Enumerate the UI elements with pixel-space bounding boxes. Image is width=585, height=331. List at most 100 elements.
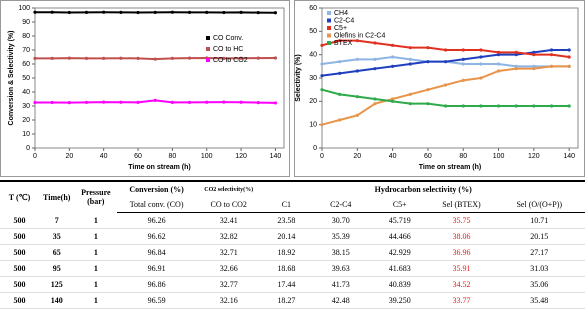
table-cell: Total conv. (CO)	[117, 197, 197, 213]
y-tick-label: 50	[22, 75, 30, 82]
data-point	[373, 102, 377, 106]
table-cell: 20.15	[493, 228, 585, 245]
data-point	[256, 56, 260, 60]
x-axis-label: Time on stream (h)	[128, 164, 191, 171]
data-point	[239, 56, 243, 60]
data-point	[514, 50, 518, 54]
legend-label: C5+	[334, 25, 347, 32]
x-tick-label: 20	[65, 153, 73, 160]
x-tick-label: 100	[201, 153, 213, 160]
data-point	[479, 48, 483, 52]
legend-label: Olefins in C2-C4	[334, 32, 385, 39]
data-point	[67, 10, 71, 15]
data-point	[391, 55, 395, 59]
table-cell: T (℃)	[0, 180, 40, 213]
data-point	[222, 100, 226, 104]
table-cell: 27.17	[493, 244, 585, 261]
data-point	[532, 67, 536, 71]
table-row: 500 7 1 96.26 32.41 23.58 30.70 45.719 35.75 10.7…	[0, 212, 585, 229]
data-point	[443, 48, 448, 52]
x-tick-label: 40	[389, 153, 397, 160]
data-point	[391, 97, 395, 101]
table-cell: 35.06	[493, 276, 585, 293]
data-point	[496, 104, 501, 108]
x-tick-label: 80	[168, 153, 176, 160]
data-point	[426, 60, 430, 64]
legend-swatch	[327, 18, 331, 23]
legend-label: C2-C4	[334, 17, 354, 24]
table-cell: 500	[0, 292, 40, 309]
table-cell: 1	[74, 244, 118, 261]
data-point	[320, 123, 324, 127]
data-point	[567, 48, 571, 52]
data-point	[84, 56, 89, 61]
table-cell: 32.82	[196, 228, 262, 245]
x-tick-label: 100	[493, 153, 505, 160]
y-tick-label: 60	[309, 5, 317, 12]
data-point	[136, 56, 140, 61]
data-point	[273, 11, 278, 15]
legend-swatch	[327, 11, 331, 15]
table-cell: 35.91	[429, 260, 494, 277]
data-point	[136, 100, 140, 104]
table-cell: 33.77	[429, 292, 494, 309]
series-line	[321, 65, 570, 126]
data-point	[320, 88, 324, 92]
data-point	[408, 57, 412, 61]
table-cell: 30.70	[311, 212, 371, 229]
data-point	[496, 50, 501, 54]
data-point	[355, 57, 359, 61]
data-point	[102, 100, 106, 104]
y-axis-label: Selectivity (%)	[295, 54, 302, 101]
data-point	[373, 67, 377, 71]
table-cell: 18.92	[261, 244, 312, 261]
data-point	[443, 60, 448, 64]
data-point	[549, 64, 554, 68]
y-tick-label: 0	[313, 145, 317, 152]
data-point	[273, 101, 278, 105]
data-point	[479, 76, 483, 80]
table-cell: Sel (BTEX)	[429, 197, 494, 213]
table-cell: 42.48	[311, 292, 371, 309]
data-point	[102, 10, 106, 14]
table-cell: CO to CO2	[196, 197, 262, 213]
table-cell: 1	[74, 292, 118, 309]
table-row: 500 125 1 96.86 32.77 17.44 41.73 40.839 34.52 35…	[0, 276, 585, 293]
plot-area	[321, 7, 579, 149]
table-cell: 500	[0, 276, 40, 293]
data-point	[256, 11, 260, 15]
x-tick-label: 40	[100, 153, 108, 160]
data-point	[549, 48, 554, 52]
y-tick-label: 30	[309, 75, 317, 82]
data-point	[567, 64, 571, 68]
data-point	[153, 10, 157, 14]
data-point	[479, 55, 483, 59]
data-point	[320, 43, 324, 47]
table-cell: 32.66	[196, 260, 262, 277]
data-point	[33, 56, 37, 61]
data-point	[532, 50, 536, 54]
y-tick-label: 100	[18, 5, 30, 12]
data-point	[119, 10, 123, 14]
data-point	[373, 41, 377, 45]
data-point	[426, 102, 430, 106]
table-cell: 500	[0, 212, 40, 229]
table-cell: 39.250	[370, 292, 430, 309]
data-point	[50, 100, 54, 105]
y-tick-label: 10	[22, 131, 30, 138]
data-point	[426, 46, 430, 50]
legend-swatch	[206, 47, 210, 51]
table-cell: 45.719	[370, 212, 430, 229]
table-cell: 96.91	[117, 260, 197, 277]
table-row: 500 65 1 96.84 32.71 18.92 38.15 42.929 36.96 27.…	[0, 244, 585, 261]
data-point	[496, 53, 501, 57]
data-point	[391, 43, 395, 47]
data-point	[205, 100, 209, 104]
legend-swatch	[206, 36, 210, 40]
table-cell: 41.683	[370, 260, 430, 277]
data-point	[170, 10, 174, 14]
table-cell: 42.929	[370, 244, 430, 261]
table-cell: Hydrocarbon selectivity (%)	[261, 180, 585, 197]
data-point	[102, 56, 106, 61]
